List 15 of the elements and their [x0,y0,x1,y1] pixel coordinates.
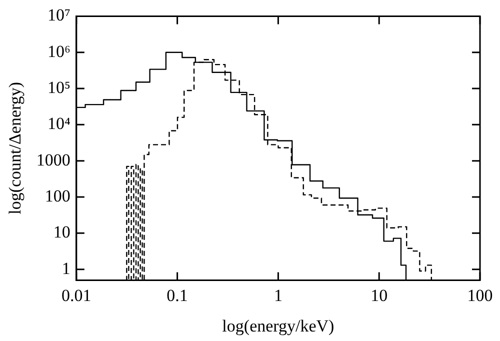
x-tick-label: 10 [370,286,388,305]
y-tick-label: 10⁴ [47,114,70,134]
y-tick-label: 10⁶ [47,42,70,61]
y-tick-label: 1 [62,258,70,278]
y-tick-label: 100 [44,186,70,206]
y-tick-label: 10⁷ [47,6,70,25]
x-tick-label: 100 [467,286,493,305]
x-tick-label: 0.1 [166,286,188,305]
y-tick-label: 10⁵ [47,78,70,97]
y-tick-label: 10 [53,222,70,242]
y-axis-title: log(count/Δenergy) [6,82,25,214]
y-tick-label: 1000 [36,150,70,170]
x-tick-label: 0.01 [62,286,92,305]
x-tick-label: 1 [274,286,282,305]
x-axis-title: log(energy/keV) [222,316,334,336]
